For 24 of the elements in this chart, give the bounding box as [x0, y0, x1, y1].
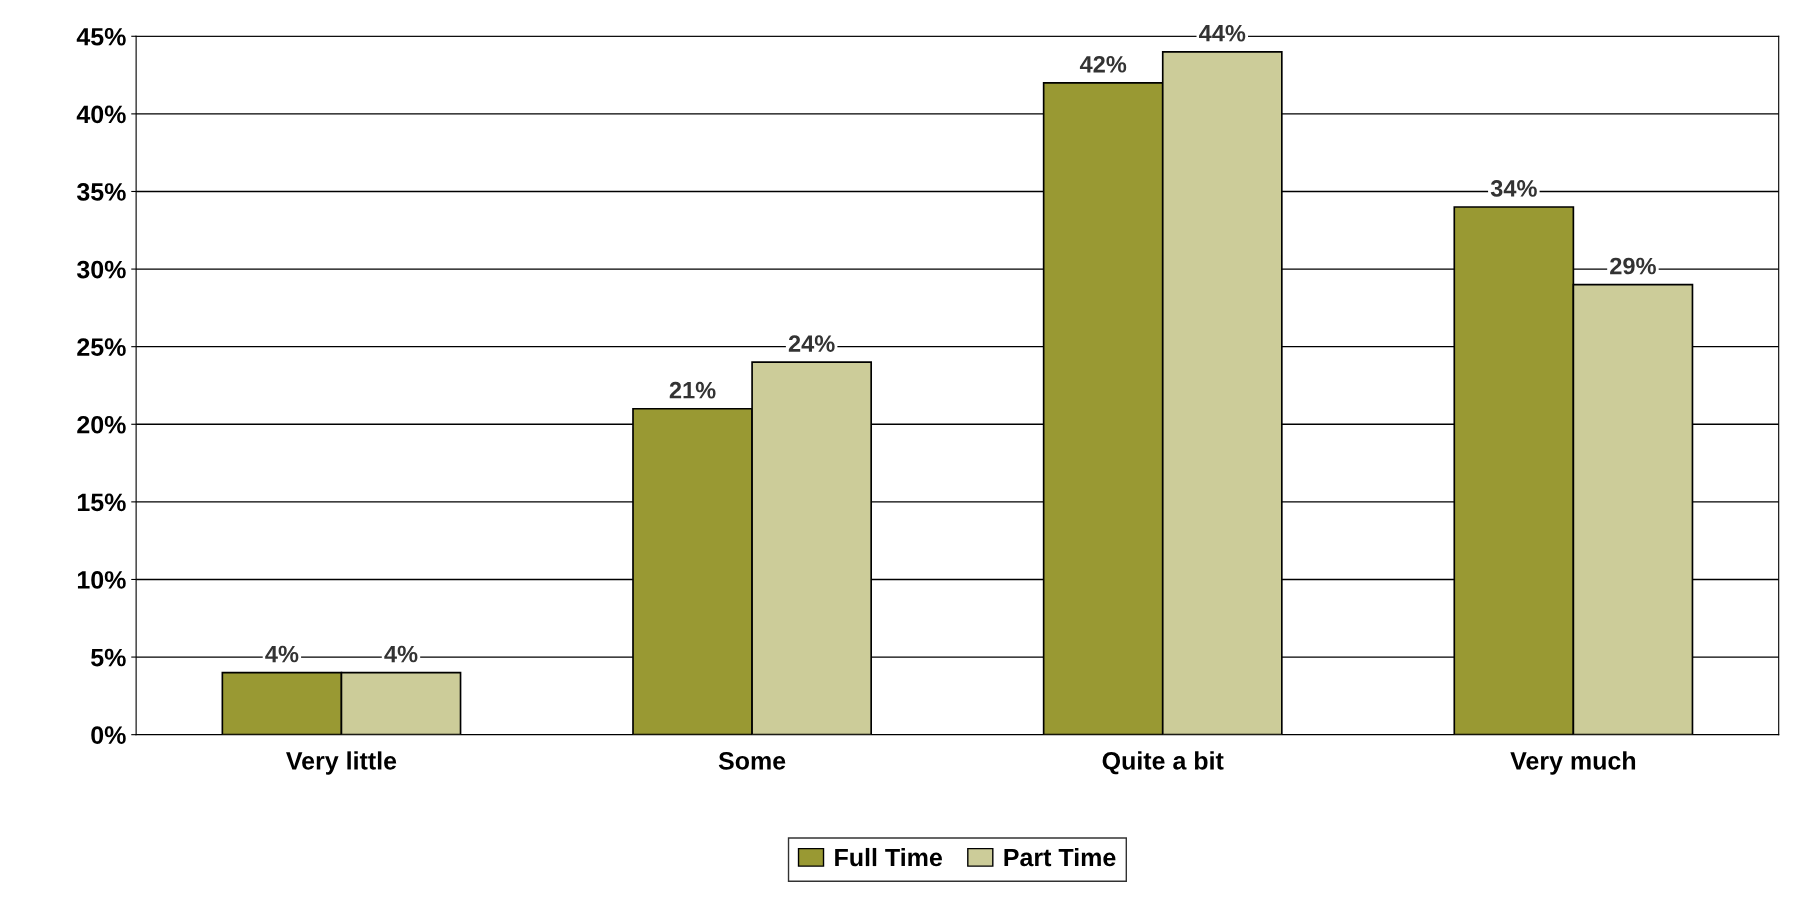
data-label: 4% — [265, 645, 299, 663]
y-tick-label: 45% — [76, 27, 126, 46]
y-tick-label: 10% — [77, 571, 126, 589]
y-tick-label: 20% — [77, 415, 126, 434]
data-label: 21% — [669, 381, 716, 399]
data-label: 29% — [1610, 257, 1656, 275]
x-tick-label: Quite a bit — [1102, 751, 1224, 775]
data-label: 42% — [1079, 55, 1127, 73]
data-label: 4% — [384, 645, 418, 663]
y-tick-label: 15% — [77, 493, 126, 512]
legend-label: Part Time — [1004, 847, 1116, 867]
y-tick-label: 25% — [77, 338, 126, 356]
x-tick-label: Very much — [1510, 751, 1636, 775]
y-tick-label: 5% — [91, 648, 126, 667]
y-tick-label: 30% — [76, 260, 126, 279]
x-tick-label: Some — [718, 752, 786, 770]
data-label: 24% — [788, 335, 835, 352]
data-label: 44% — [1199, 24, 1246, 42]
legend-label: Full Time — [835, 847, 942, 867]
y-tick-label: 0% — [91, 726, 126, 744]
y-tick-label: 35% — [76, 183, 126, 201]
data-label: 34% — [1490, 180, 1537, 197]
x-tick-label: Very little — [286, 751, 397, 775]
y-tick-label: 40% — [76, 105, 126, 124]
